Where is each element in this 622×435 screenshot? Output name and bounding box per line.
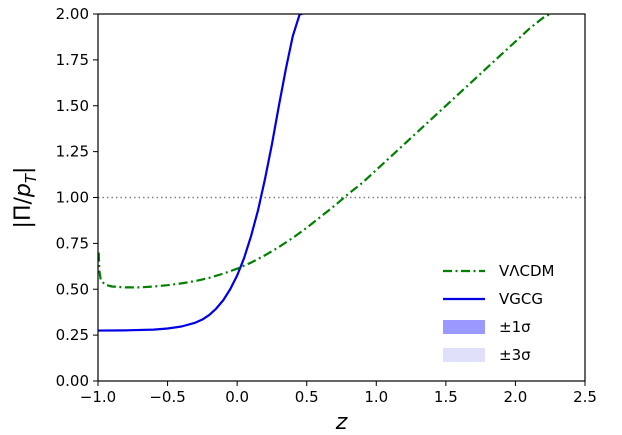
x-tick-label: 1.0 — [364, 388, 388, 406]
x-tick-label: 0.0 — [225, 388, 249, 406]
legend-label: ±1σ — [499, 318, 531, 336]
plot-area — [98, 14, 585, 331]
y-tick-label: 1.75 — [56, 51, 89, 69]
series-line-0 — [99, 14, 551, 287]
legend-swatch-band-0 — [443, 320, 485, 334]
legend-label: VΛCDM — [499, 262, 555, 280]
y-tick-label: 1.00 — [56, 189, 89, 207]
legend-label: VGCG — [499, 290, 543, 308]
x-tick-label: 2.0 — [503, 388, 527, 406]
series-line-1 — [98, 14, 303, 331]
x-tick-label: −0.5 — [149, 388, 185, 406]
legend-label: ±3σ — [499, 346, 531, 364]
legend-swatch-band-1 — [443, 348, 485, 362]
x-axis-label: z — [335, 410, 348, 435]
y-tick-label: 1.25 — [56, 143, 89, 161]
series-group — [98, 14, 550, 331]
y-tick-label: 0.50 — [56, 280, 89, 298]
x-tick-label: 2.5 — [573, 388, 597, 406]
y-tick-label: 0.00 — [56, 372, 89, 390]
y-tick-label: 0.25 — [56, 326, 89, 344]
legend: VΛCDM VGCG ±1σ ±3σ — [443, 262, 555, 364]
y-tick-label: 1.50 — [56, 97, 89, 115]
y-axis-label: |Π/pT| — [11, 167, 40, 229]
y-tick-label: 0.75 — [56, 234, 89, 252]
y-tick-label: 2.00 — [56, 5, 89, 23]
x-tick-label: −1.0 — [80, 388, 116, 406]
x-axis-ticks: −1.0 −0.5 0.0 0.5 1.0 1.5 2.0 2.5 — [80, 381, 597, 406]
x-tick-label: 0.5 — [295, 388, 319, 406]
y-axis-ticks: 0.00 0.25 0.50 0.75 1.00 1.25 1.50 1.75 2.00 — [56, 5, 98, 390]
x-tick-label: 1.5 — [434, 388, 458, 406]
